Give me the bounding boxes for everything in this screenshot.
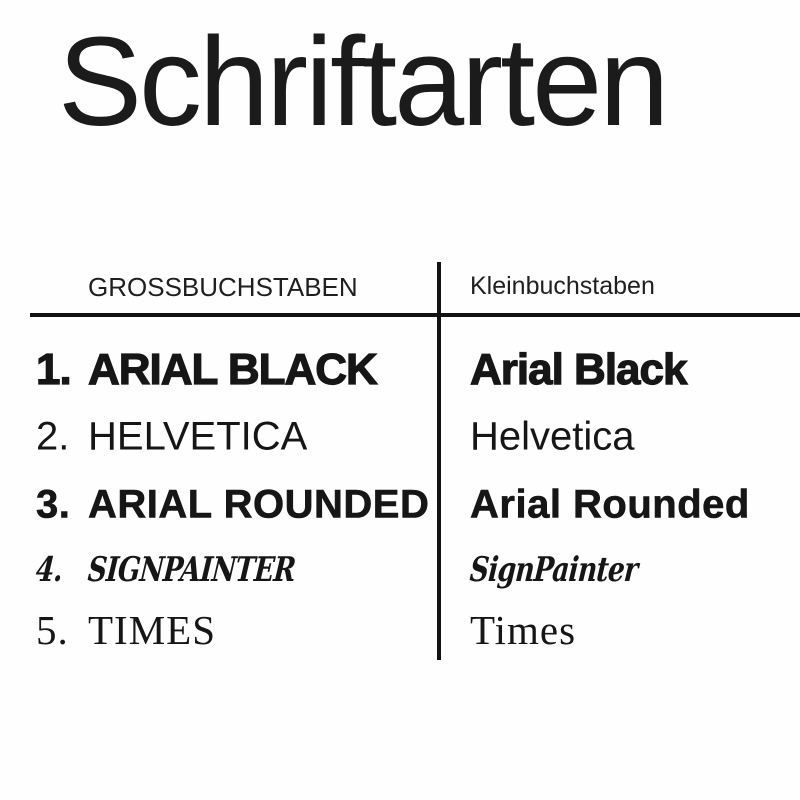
column-divider-line <box>437 262 441 660</box>
font-row-arial-black: 1. ARIAL BLACK Arial Black <box>0 342 800 398</box>
lowercase-sample: Helvetica <box>470 414 635 459</box>
column-header-lowercase: Kleinbuchstaben <box>470 272 655 300</box>
row-number: 3. <box>36 482 71 527</box>
uppercase-sample: SIGNPAINTER <box>86 550 297 590</box>
lowercase-sample: Arial Rounded <box>470 482 750 527</box>
uppercase-sample: ARIAL BLACK <box>87 344 378 394</box>
font-row-signpainter: 4. SIGNPAINTER SignPainter <box>0 542 800 598</box>
uppercase-sample: HELVETICA <box>88 414 308 459</box>
uppercase-sample: TIMES <box>88 607 216 653</box>
column-header-uppercase: GROSSBUCHSTABEN <box>88 272 358 302</box>
font-row-arial-rounded: 3. ARIAL ROUNDED Arial Rounded <box>0 477 800 533</box>
uppercase-sample: ARIAL ROUNDED <box>88 482 430 527</box>
row-number: 1. <box>35 344 72 394</box>
lowercase-sample: Arial Black <box>469 344 688 394</box>
row-number: 5. <box>36 607 69 653</box>
page-title: Schriftarten <box>58 11 669 152</box>
row-number: 2. <box>36 414 70 459</box>
font-row-helvetica: 2. HELVETICA Helvetica <box>0 409 800 465</box>
row-number: 4. <box>34 550 64 590</box>
font-row-times: 5. TIMES Times <box>0 602 800 658</box>
header-divider-line <box>30 313 800 317</box>
lowercase-sample: Times <box>470 607 577 653</box>
lowercase-sample: SignPainter <box>468 550 639 590</box>
